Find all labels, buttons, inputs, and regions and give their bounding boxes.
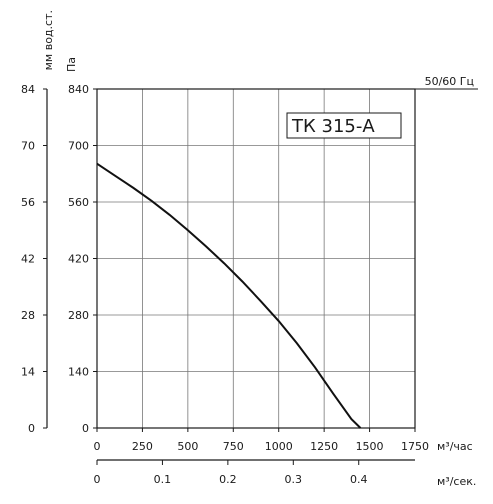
series <box>97 164 361 428</box>
x-tick-label: 500 <box>177 440 198 453</box>
left-axis-unit-label: мм вод.ст. <box>42 10 55 70</box>
x-tick-label: 1000 <box>265 440 293 453</box>
x-tick-label: 1750 <box>401 440 429 453</box>
pressure-axis-unit-label: Па <box>65 57 78 72</box>
y-secondary-tick-label: 84 <box>21 83 35 96</box>
frequency-label: 50/60 Гц <box>425 75 474 88</box>
x-tick-label: 1500 <box>356 440 384 453</box>
y-tick-label: 840 <box>68 83 89 96</box>
y-tick-label: 420 <box>68 253 89 266</box>
x-tick-label: 250 <box>132 440 153 453</box>
y-secondary-tick-label: 0 <box>28 422 35 435</box>
x-tick-label: 1250 <box>310 440 338 453</box>
x-secondary-unit-label: м³/сек. <box>437 475 476 488</box>
x-secondary-tick-label: 0.1 <box>154 473 172 486</box>
x-axis-unit-label: м³/час <box>437 440 473 453</box>
y-secondary-tick-label: 70 <box>21 140 35 153</box>
y-secondary-tick-label: 56 <box>21 196 35 209</box>
x-secondary-tick-label: 0.4 <box>350 473 368 486</box>
x-secondary-tick-label: 0 <box>94 473 101 486</box>
x-tick-label: 750 <box>223 440 244 453</box>
y-tick-label: 280 <box>68 309 89 322</box>
model-label: ТК 315-А <box>291 116 375 137</box>
fan-performance-curve <box>97 164 360 428</box>
y-tick-label: 560 <box>68 196 89 209</box>
y-tick-label: 0 <box>82 422 89 435</box>
y-secondary-tick-label: 42 <box>21 253 35 266</box>
y-tick-label: 140 <box>68 366 89 379</box>
x-secondary-tick-label: 0.3 <box>285 473 303 486</box>
y-tick-label: 700 <box>68 140 89 153</box>
y-secondary-tick-label: 14 <box>21 366 35 379</box>
x-tick-label: 0 <box>94 440 101 453</box>
x-secondary-tick-label: 0.2 <box>219 473 237 486</box>
y-secondary-tick-label: 28 <box>21 309 35 322</box>
grid <box>97 89 415 428</box>
